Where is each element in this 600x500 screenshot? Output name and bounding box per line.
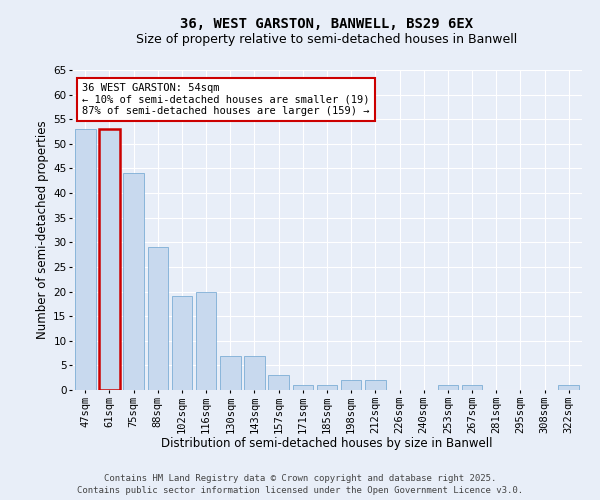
Bar xyxy=(220,356,241,390)
Bar xyxy=(172,296,192,390)
Text: 36 WEST GARSTON: 54sqm
← 10% of semi-detached houses are smaller (19)
87% of sem: 36 WEST GARSTON: 54sqm ← 10% of semi-det… xyxy=(82,83,370,116)
Bar xyxy=(124,174,144,390)
Bar xyxy=(365,380,386,390)
Bar xyxy=(196,292,217,390)
Bar xyxy=(559,385,579,390)
Bar xyxy=(75,129,95,390)
X-axis label: Distribution of semi-detached houses by size in Banwell: Distribution of semi-detached houses by … xyxy=(161,437,493,450)
Text: 36, WEST GARSTON, BANWELL, BS29 6EX: 36, WEST GARSTON, BANWELL, BS29 6EX xyxy=(181,18,473,32)
Text: Size of property relative to semi-detached houses in Banwell: Size of property relative to semi-detach… xyxy=(136,32,518,46)
Text: Contains HM Land Registry data © Crown copyright and database right 2025.
Contai: Contains HM Land Registry data © Crown c… xyxy=(77,474,523,495)
Bar xyxy=(293,385,313,390)
Bar xyxy=(341,380,361,390)
Bar xyxy=(268,375,289,390)
Bar xyxy=(462,385,482,390)
Bar xyxy=(437,385,458,390)
Bar xyxy=(99,129,120,390)
Bar xyxy=(317,385,337,390)
Y-axis label: Number of semi-detached properties: Number of semi-detached properties xyxy=(36,120,49,340)
Bar xyxy=(148,247,168,390)
Bar xyxy=(244,356,265,390)
